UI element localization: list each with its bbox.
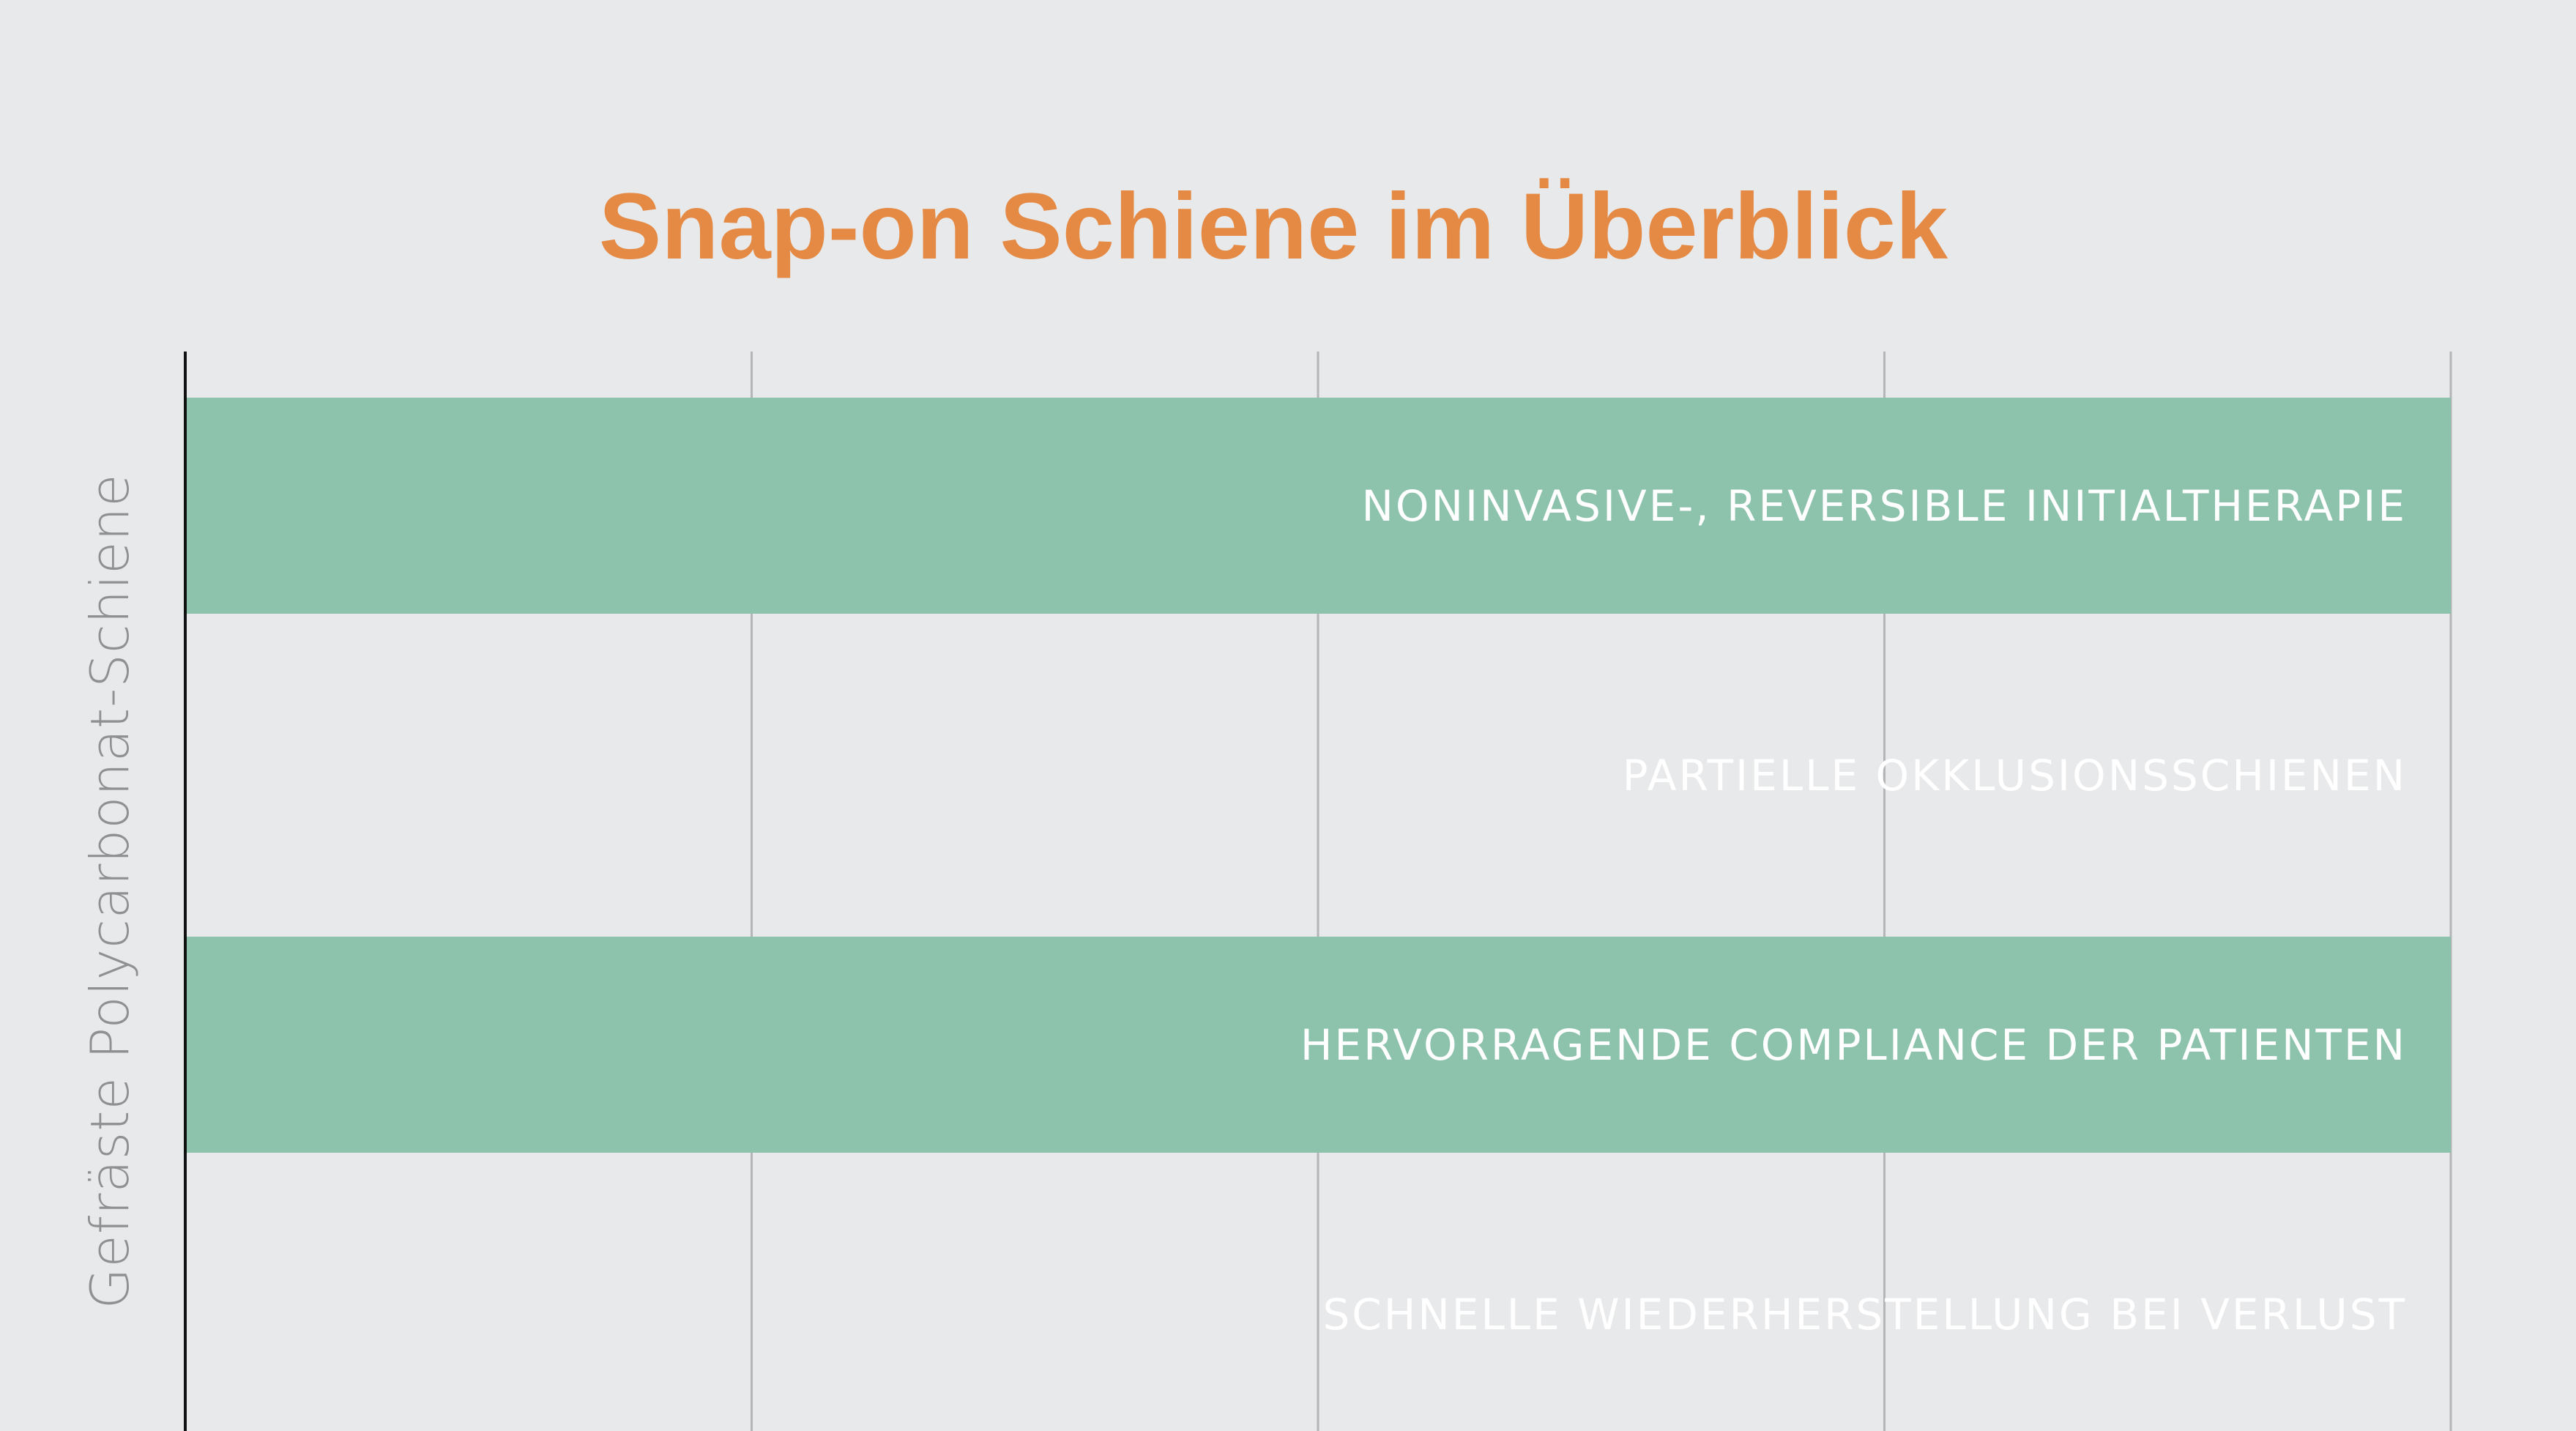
bar-labels: NONINVASIVE-, REVERSIBLE INITIALTHERAPIE… — [1300, 481, 2407, 1339]
bar — [185, 937, 2451, 1153]
bar — [185, 398, 2451, 614]
bar-label: SCHNELLE WIEDERHERSTELLUNG BEI VERLUST — [1322, 1290, 2407, 1339]
bar-label: HERVORRAGENDE COMPLIANCE DER PATIENTEN — [1300, 1020, 2407, 1070]
bars — [185, 398, 2451, 1153]
bar-label: NONINVASIVE-, REVERSIBLE INITIALTHERAPIE — [1362, 481, 2407, 531]
chart-title: Snap-on Schiene im Überblick — [598, 174, 1948, 279]
bar-label: PARTIELLE OKKLUSIONSSCHIENEN — [1623, 751, 2407, 800]
